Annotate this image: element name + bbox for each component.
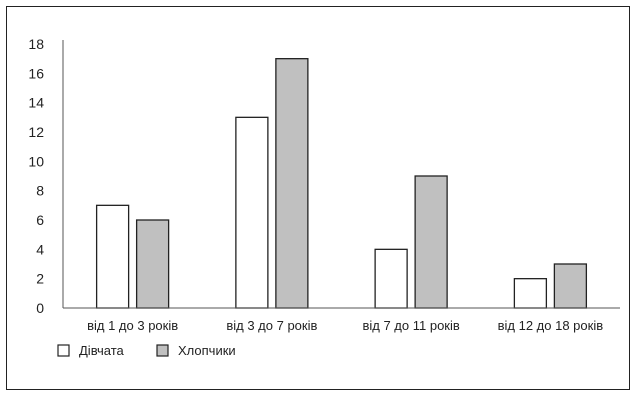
y-tick-label: 8 xyxy=(36,183,44,199)
bars xyxy=(95,58,588,309)
y-tick-label: 2 xyxy=(36,271,44,287)
y-tick-label: 10 xyxy=(28,153,44,169)
x-tick-label: від 3 до 7 років xyxy=(226,318,317,333)
y-tick-label: 6 xyxy=(36,212,44,228)
x-tick-label: від 7 до 11 років xyxy=(362,318,459,333)
legend-swatch-girls xyxy=(57,344,70,357)
y-tick-label: 14 xyxy=(28,95,44,111)
y-tick-label: 16 xyxy=(28,65,44,81)
bar-girls xyxy=(513,278,548,309)
bar-boys xyxy=(275,58,309,309)
legend-label-boys: Хлопчики xyxy=(178,343,236,358)
y-axis-ticks: 0 2 4 6 8 10 12 14 16 18 xyxy=(28,36,44,316)
y-tick-label: 12 xyxy=(28,124,44,140)
legend-swatch-boys xyxy=(156,344,169,357)
x-axis-labels: від 1 до 3 років від 3 до 7 років від 7 до… xyxy=(87,318,603,333)
y-tick-label: 4 xyxy=(36,241,44,257)
legend-label-girls: Дівчата xyxy=(79,343,125,358)
axes xyxy=(62,40,620,309)
bar-boys xyxy=(553,263,588,309)
bar-boys xyxy=(414,175,448,309)
bar-girls xyxy=(95,204,130,309)
x-tick-label: від 12 до 18 років xyxy=(498,318,604,333)
bar-girls xyxy=(374,248,408,309)
bar-girls xyxy=(235,116,269,309)
x-tick-label: від 1 до 3 років xyxy=(87,318,178,333)
y-tick-label: 0 xyxy=(36,300,44,316)
bar-boys xyxy=(135,219,170,309)
legend: Дівчата Хлопчики xyxy=(57,343,236,358)
chart-frame xyxy=(6,6,630,390)
y-tick-label: 18 xyxy=(28,36,44,52)
